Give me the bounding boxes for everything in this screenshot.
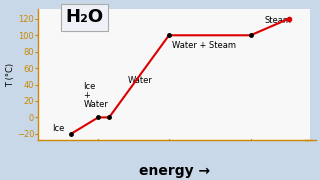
Text: Ice: Ice (52, 124, 64, 133)
Text: Ice
+
Water: Ice + Water (83, 82, 108, 109)
Text: Steam: Steam (264, 16, 291, 25)
Text: energy →: energy → (139, 164, 210, 178)
Text: H₂O: H₂O (66, 8, 104, 26)
Text: Water: Water (128, 76, 153, 85)
Text: Water + Steam: Water + Steam (172, 41, 236, 50)
Y-axis label: T (°C): T (°C) (6, 63, 15, 87)
